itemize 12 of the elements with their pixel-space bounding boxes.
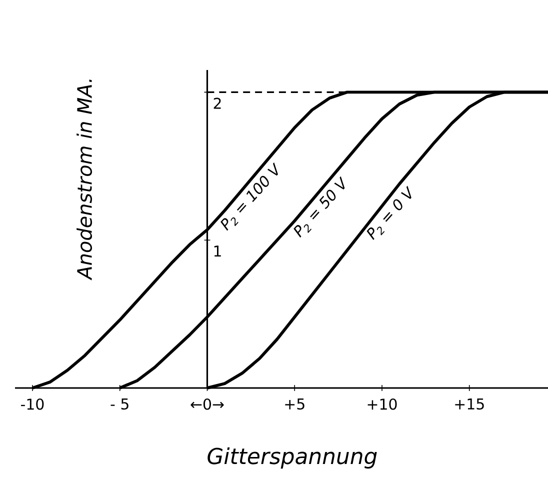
x-tick-label: +15	[455, 398, 484, 410]
text: P$_{2}$ = 0 V	[366, 186, 412, 240]
text: P$_{2}$ = 50 V	[294, 176, 345, 238]
x-tick-label: +10	[368, 398, 397, 410]
x-axis-title: Gitterspannung	[208, 447, 377, 469]
x-tick-label: ←0→	[190, 398, 224, 410]
x-tick-label: - 5	[110, 398, 128, 410]
x-tick-label: -10	[21, 398, 44, 410]
y-tick-label: 1	[214, 246, 221, 256]
y-tick-label: 2	[214, 98, 221, 109]
y-axis-title: Anodenstrom in MA.	[76, 80, 92, 280]
x-tick-label: +5	[285, 398, 304, 410]
